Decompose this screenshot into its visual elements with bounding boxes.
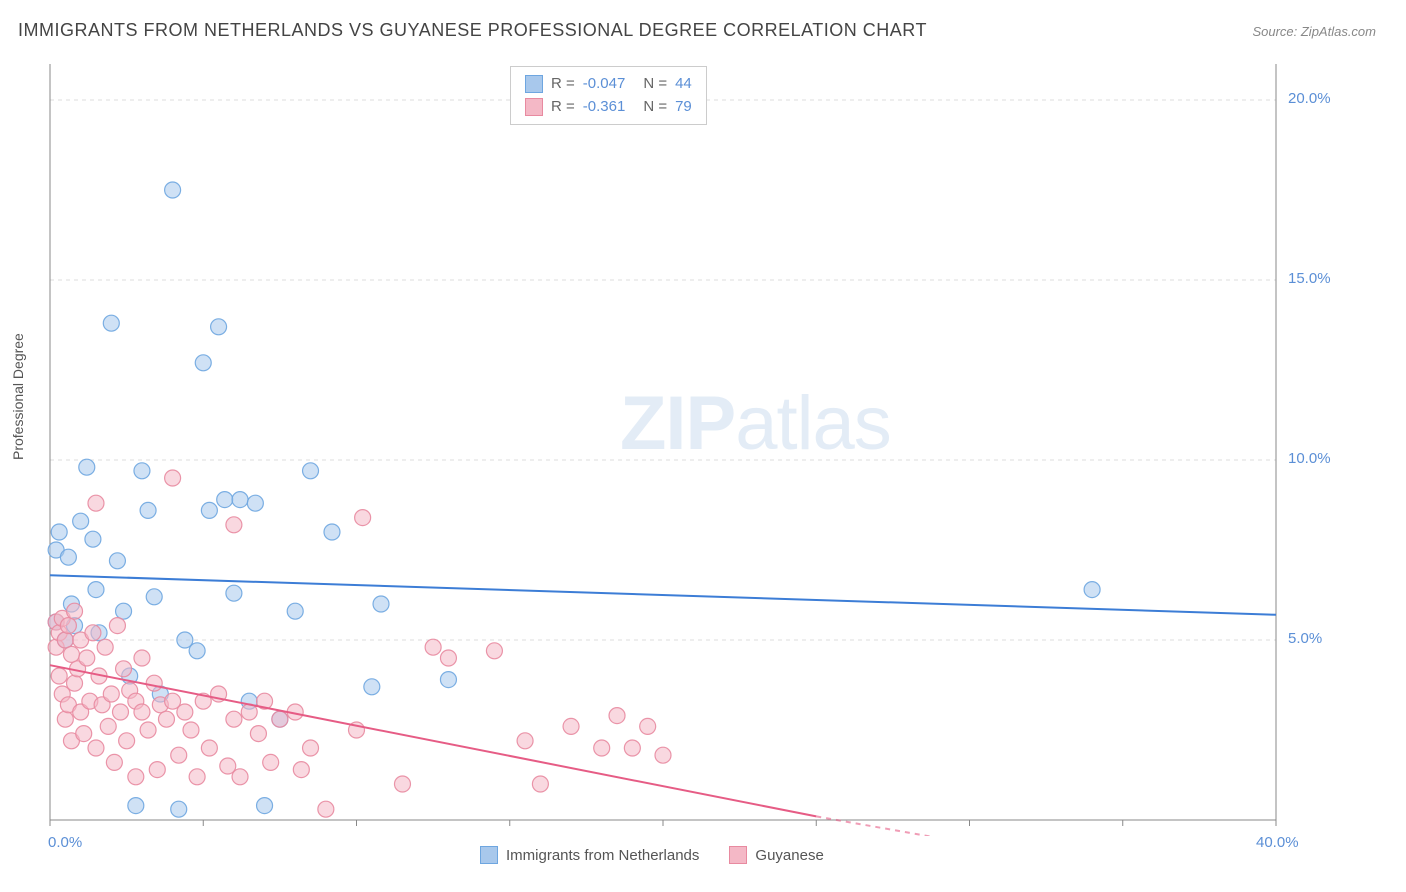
swatch-series1 xyxy=(525,75,543,93)
r-label-2: R = xyxy=(551,96,575,119)
y-tick-label: 10.0% xyxy=(1288,450,1331,467)
stats-row-series1: R = -0.047 N = 44 xyxy=(525,73,692,96)
r-value-1: -0.047 xyxy=(583,73,626,96)
legend-item-series1: Immigrants from Netherlands xyxy=(480,846,699,864)
n-value-1: 44 xyxy=(675,73,692,96)
n-value-2: 79 xyxy=(675,96,692,119)
chart-plot-area: 5.0%10.0%15.0%20.0%0.0%40.0% xyxy=(46,60,1336,836)
swatch-bottom-series2 xyxy=(729,846,747,864)
x-tick-label: 40.0% xyxy=(1256,834,1299,851)
chart-svg xyxy=(46,60,1336,836)
legend-label-series2: Guyanese xyxy=(755,847,823,864)
legend-label-series1: Immigrants from Netherlands xyxy=(506,847,699,864)
swatch-bottom-series1 xyxy=(480,846,498,864)
y-tick-label: 20.0% xyxy=(1288,90,1331,107)
n-label-1: N = xyxy=(643,73,667,96)
source-value: ZipAtlas.com xyxy=(1301,24,1376,39)
y-tick-label: 15.0% xyxy=(1288,270,1331,287)
source-prefix: Source: xyxy=(1252,24,1300,39)
y-tick-label: 5.0% xyxy=(1288,630,1322,647)
legend-item-series2: Guyanese xyxy=(729,846,823,864)
chart-title: IMMIGRANTS FROM NETHERLANDS VS GUYANESE … xyxy=(18,20,927,41)
source-label: Source: ZipAtlas.com xyxy=(1252,24,1376,39)
r-label-1: R = xyxy=(551,73,575,96)
n-label-2: N = xyxy=(643,96,667,119)
x-tick-label: 0.0% xyxy=(48,834,82,851)
stats-row-series2: R = -0.361 N = 79 xyxy=(525,96,692,119)
r-value-2: -0.361 xyxy=(583,96,626,119)
stats-legend: R = -0.047 N = 44 R = -0.361 N = 79 xyxy=(510,66,707,125)
swatch-series2 xyxy=(525,98,543,116)
bottom-legend: Immigrants from Netherlands Guyanese xyxy=(480,846,824,864)
y-axis-label: Professional Degree xyxy=(10,333,26,460)
